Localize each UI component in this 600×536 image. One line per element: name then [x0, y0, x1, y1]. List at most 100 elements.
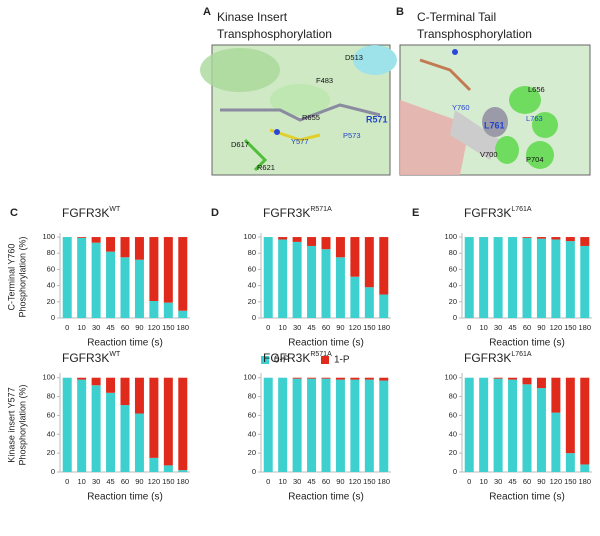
x-tick-label: 60 [121, 477, 129, 486]
bar-segment [379, 380, 389, 472]
residue-label: D617 [231, 140, 249, 149]
bar-segment [91, 385, 101, 472]
bar-segment [379, 237, 389, 295]
bar-segment [364, 237, 374, 288]
y-tick-label: 0 [453, 313, 457, 322]
residue-label: V700 [480, 150, 498, 159]
bar-segment [134, 413, 144, 472]
x-tick-label: 10 [479, 323, 487, 332]
residue-label: L761 [484, 120, 505, 130]
panel-letter: E [412, 207, 419, 219]
bar-segment [149, 301, 159, 318]
x-tick-label: 30 [92, 323, 100, 332]
x-tick-label: 60 [322, 477, 330, 486]
y-tick-label: 0 [252, 313, 256, 322]
bar-segment [163, 377, 173, 466]
x-tick-label: 10 [278, 323, 286, 332]
y-axis-label: Phosphorylation (%) [17, 384, 27, 465]
bar-segment [77, 377, 87, 380]
x-tick-label: 150 [363, 477, 376, 486]
x-tick-label: 0 [467, 323, 471, 332]
bar-segment [77, 237, 87, 318]
y-axis-label: C-Terminal Y760 [6, 244, 16, 311]
bar-segment [292, 237, 302, 242]
bar-segment [565, 241, 575, 318]
bar-segment [493, 377, 503, 379]
bar-segment [580, 245, 590, 318]
residue-label: Y760 [452, 103, 470, 112]
bar-segment [335, 379, 345, 472]
chart-title: FGFR3KR571A [263, 206, 332, 220]
bar-segment [91, 242, 101, 318]
y-tick-label: 0 [51, 467, 55, 476]
bar-segment [292, 241, 302, 318]
x-tick-label: 45 [307, 323, 315, 332]
y-tick-label: 100 [243, 232, 256, 241]
x-axis-label: Reaction time (s) [288, 492, 364, 503]
legend-swatch [261, 356, 269, 364]
bar-segment [464, 237, 474, 318]
bar-segment [106, 377, 116, 393]
bar-segment [565, 237, 575, 242]
bar-segment [350, 237, 360, 277]
x-tick-label: 0 [65, 477, 69, 486]
y-axis-label: Phosphorylation (%) [17, 236, 27, 317]
y-tick-label: 100 [42, 373, 55, 382]
bar-segment [522, 237, 532, 238]
x-tick-label: 120 [349, 323, 362, 332]
bar-segment [120, 405, 130, 472]
bar-segment [106, 251, 116, 318]
chart-title-main: FGFR3K [464, 351, 511, 365]
y-tick-label: 0 [453, 467, 457, 476]
y-tick-label: 20 [47, 448, 55, 457]
bar-segment [278, 377, 288, 472]
y-tick-label: 40 [47, 281, 55, 290]
chart-title: FGFR3KL761A [464, 351, 532, 365]
bar-segment [134, 237, 144, 260]
chart-title-superscript: L761A [511, 206, 532, 213]
chart-title-superscript: WT [109, 206, 121, 213]
x-tick-label: 180 [378, 477, 391, 486]
bar-segment [178, 377, 188, 471]
bar-segment [77, 237, 87, 238]
chart-title-main: FGFR3K [62, 206, 109, 220]
bar-segment [163, 237, 173, 303]
y-tick-label: 60 [449, 264, 457, 273]
structure-image [200, 44, 397, 176]
panel-title: C-Terminal Tail [417, 10, 496, 24]
chart-title-main: FGFR3K [464, 206, 511, 220]
bar-segment [307, 237, 317, 246]
x-tick-label: 0 [467, 477, 471, 486]
bar-segment [278, 239, 288, 318]
x-tick-label: 10 [278, 477, 286, 486]
bar-segment [364, 377, 374, 380]
bar-segment [335, 237, 345, 258]
x-tick-label: 45 [508, 323, 516, 332]
residue-label: R571 [366, 114, 388, 124]
bar-segment [551, 237, 561, 240]
x-axis-label: Reaction time (s) [489, 492, 565, 503]
bar-segment [178, 237, 188, 311]
x-tick-label: 30 [494, 477, 502, 486]
x-tick-label: 120 [550, 477, 563, 486]
x-tick-label: 120 [148, 477, 161, 486]
x-tick-label: 120 [349, 477, 362, 486]
y-tick-label: 20 [47, 297, 55, 306]
x-tick-label: 120 [550, 323, 563, 332]
x-tick-label: 150 [564, 477, 577, 486]
x-tick-label: 120 [148, 323, 161, 332]
x-tick-label: 45 [307, 477, 315, 486]
bar-segment [321, 377, 331, 379]
x-tick-label: 90 [336, 323, 344, 332]
y-tick-label: 20 [449, 448, 457, 457]
x-tick-label: 60 [523, 323, 531, 332]
bar-segment [479, 377, 489, 472]
y-tick-label: 40 [449, 429, 457, 438]
panel-letter: B [396, 6, 404, 18]
bar-segment [307, 245, 317, 318]
bar-segment [292, 377, 302, 379]
x-tick-label: 0 [65, 323, 69, 332]
bar-segment [493, 237, 503, 318]
panel-title: Transphosphorylation [217, 27, 332, 41]
x-axis-label: Reaction time (s) [87, 338, 163, 349]
